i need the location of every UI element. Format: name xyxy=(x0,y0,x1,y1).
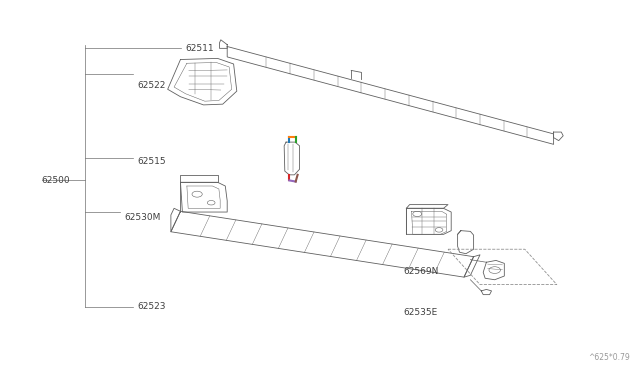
Text: 62530M: 62530M xyxy=(125,213,161,222)
Text: 62500: 62500 xyxy=(42,176,70,185)
Text: 62511: 62511 xyxy=(186,44,214,53)
Text: 62515: 62515 xyxy=(138,157,166,166)
Text: 62569N: 62569N xyxy=(403,267,438,276)
Text: 62523: 62523 xyxy=(138,302,166,311)
Text: ^625*0.79: ^625*0.79 xyxy=(589,353,630,362)
Text: 62535E: 62535E xyxy=(403,308,438,317)
Text: 62522: 62522 xyxy=(138,81,166,90)
